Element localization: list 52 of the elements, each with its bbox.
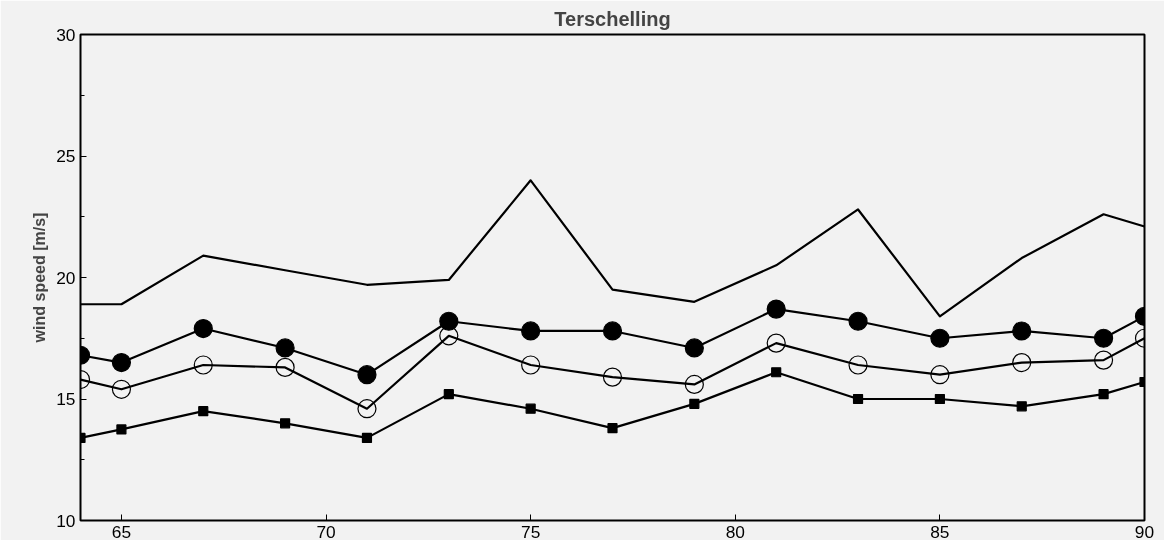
point: [116, 424, 127, 435]
point: [689, 398, 700, 409]
point: [439, 311, 459, 331]
point: [275, 338, 295, 358]
point: [607, 423, 618, 434]
point: [602, 367, 623, 387]
point: [357, 365, 377, 385]
point: [848, 311, 868, 331]
point: [766, 333, 786, 353]
point: [193, 318, 213, 339]
point: [198, 406, 209, 417]
point: [193, 355, 213, 375]
point: [766, 299, 786, 319]
point: [934, 393, 945, 405]
point: [1098, 389, 1109, 400]
point: [1093, 350, 1114, 370]
point: [275, 357, 295, 377]
point: [771, 367, 782, 378]
y-tick-label: 30: [56, 24, 76, 45]
point: [852, 393, 864, 405]
y-tick-label: 20: [56, 267, 76, 288]
point: [111, 352, 132, 373]
point: [930, 365, 950, 385]
point: [111, 379, 132, 399]
point: [521, 321, 541, 341]
point: [439, 326, 459, 346]
chart-title: Terschelling: [554, 7, 671, 30]
point: [1012, 321, 1032, 341]
point: [602, 321, 623, 341]
point: [930, 328, 950, 348]
point: [521, 355, 541, 375]
x-tick-label: 90: [1134, 521, 1155, 542]
y-tick-label: 15: [56, 389, 76, 409]
x-tick-label: 85: [930, 521, 950, 542]
x-tick-label: 75: [521, 521, 541, 542]
x-tick-label: 70: [316, 521, 336, 542]
point: [525, 403, 536, 414]
y-axis-title: wind speed [m/s]: [31, 212, 49, 344]
point: [443, 389, 454, 400]
y-tick-label: 10: [56, 510, 76, 531]
x-tick-label: 65: [111, 521, 132, 542]
point: [357, 399, 377, 419]
point: [1016, 401, 1027, 412]
point: [684, 374, 704, 394]
point: [361, 432, 373, 443]
point: [280, 418, 291, 429]
point: [684, 338, 704, 358]
point: [1012, 352, 1032, 373]
y-tick-label: 25: [56, 146, 76, 166]
point: [848, 355, 868, 375]
x-tick-label: 80: [725, 521, 745, 542]
point: [1093, 328, 1114, 348]
